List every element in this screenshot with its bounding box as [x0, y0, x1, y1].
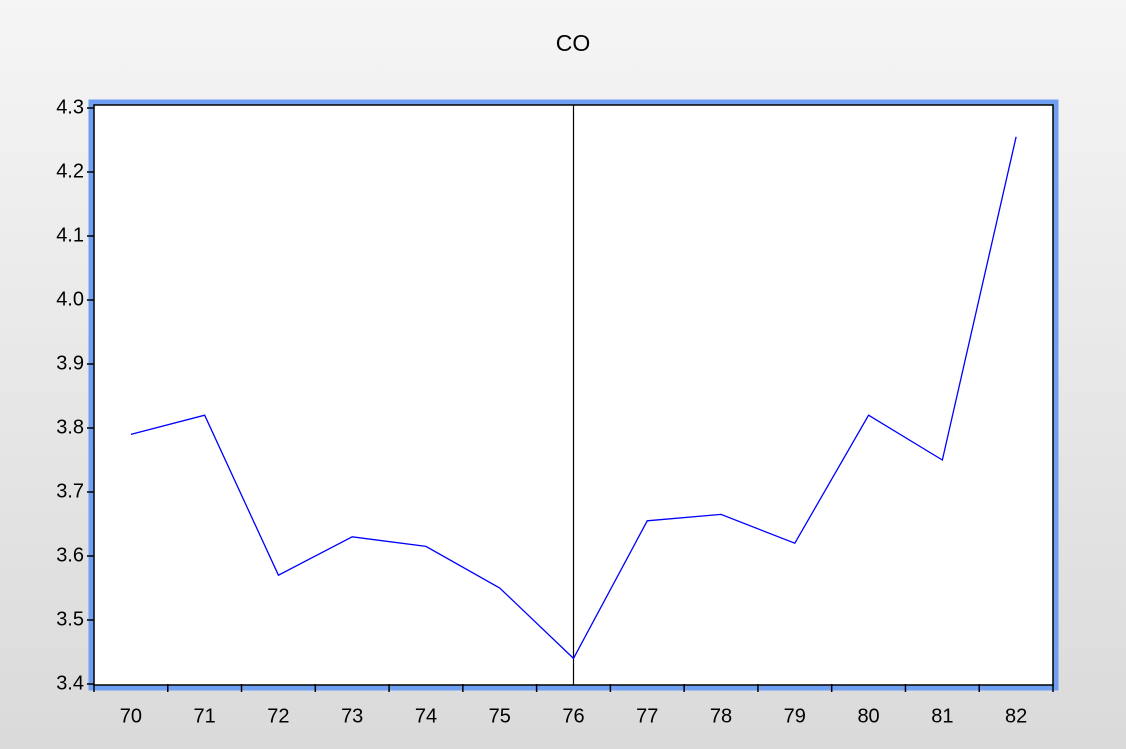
x-tick-label: 78 [710, 705, 732, 727]
chart-title: CO [556, 30, 591, 56]
x-tick-label: 79 [784, 705, 806, 727]
x-tick-label: 70 [120, 705, 142, 727]
frame-highlight [88, 99, 1059, 691]
y-tick-label: 3.4 [56, 672, 84, 694]
y-tick-label: 4.0 [56, 288, 84, 310]
x-tick-label: 80 [857, 705, 879, 727]
x-tick-label: 72 [267, 705, 289, 727]
y-tick-label: 3.9 [56, 352, 84, 374]
x-tick-label: 76 [562, 705, 584, 727]
line-series [130, 136, 1017, 660]
x-tick-label: 77 [636, 705, 658, 727]
y-tick-label: 4.1 [56, 224, 84, 246]
x-tick-label: 71 [194, 705, 216, 727]
y-tick-label: 3.7 [56, 480, 84, 502]
x-tick-label: 73 [341, 705, 363, 727]
x-tick-label: 75 [489, 705, 511, 727]
y-tick-label: 3.5 [56, 608, 84, 630]
x-tick-label: 74 [415, 705, 437, 727]
x-tick-label: 81 [931, 705, 953, 727]
y-tick-label: 4.3 [56, 96, 84, 118]
y-tick-label: 3.8 [56, 416, 84, 438]
x-tick-label: 82 [1005, 705, 1027, 727]
y-tick-label: 3.6 [56, 544, 84, 566]
y-tick-label: 4.2 [56, 160, 84, 182]
